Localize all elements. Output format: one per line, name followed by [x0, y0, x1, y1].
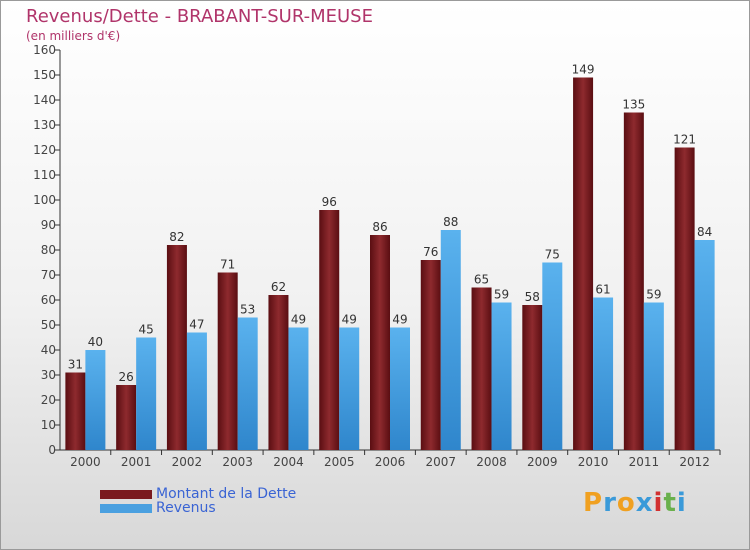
legend-revenus-label: Revenus — [156, 500, 216, 516]
bar-debt — [522, 305, 543, 450]
legend-revenus-swatch — [100, 503, 152, 513]
bar-revenus — [237, 317, 258, 450]
value-label-revenus: 45 — [139, 323, 154, 337]
value-label-debt: 26 — [119, 370, 134, 384]
bar-revenus — [136, 337, 157, 450]
logo-letter: i — [653, 488, 664, 518]
legend-debt-swatch — [100, 489, 152, 499]
value-label-revenus: 84 — [697, 225, 712, 239]
chart-title: Revenus/Dette - BRABANT-SUR-MEUSE — [26, 6, 373, 27]
bar-debt — [573, 77, 594, 450]
x-tick-label: 2009 — [527, 455, 558, 469]
y-tick-label: 120 — [33, 143, 56, 157]
value-label-debt: 86 — [372, 220, 387, 234]
x-tick-label: 2006 — [375, 455, 406, 469]
y-tick-label: 110 — [33, 168, 56, 182]
y-tick-label: 80 — [41, 243, 56, 257]
value-label-revenus: 53 — [240, 303, 255, 317]
x-tick-label: 2000 — [70, 455, 101, 469]
y-tick-label: 140 — [33, 93, 56, 107]
value-label-revenus: 49 — [291, 313, 306, 327]
bar-revenus — [440, 230, 461, 450]
value-label-debt: 62 — [271, 280, 286, 294]
logo-letter: o — [616, 488, 636, 518]
y-tick-label: 150 — [33, 68, 56, 82]
value-label-debt: 71 — [220, 258, 235, 272]
x-tick-label: 2001 — [121, 455, 152, 469]
legend-debt-label: Montant de la Dette — [156, 486, 297, 502]
x-tick-label: 2004 — [273, 455, 304, 469]
value-label-debt: 96 — [322, 195, 337, 209]
bar-revenus — [593, 297, 614, 450]
bar-debt — [268, 295, 289, 450]
bar-debt — [65, 372, 86, 450]
chart-subtitle: (en milliers d'€) — [26, 29, 121, 43]
x-tick-label: 2010 — [578, 455, 609, 469]
value-label-revenus: 49 — [392, 313, 407, 327]
value-label-revenus: 75 — [545, 248, 560, 262]
y-tick-label: 70 — [41, 268, 56, 282]
y-tick-label: 50 — [41, 318, 56, 332]
logo-letter: r — [603, 488, 617, 518]
bar-debt — [674, 147, 695, 450]
y-tick-label: 130 — [33, 118, 56, 132]
value-label-debt: 121 — [673, 133, 696, 147]
value-label-revenus: 61 — [595, 283, 610, 297]
y-tick-label: 10 — [41, 418, 56, 432]
x-tick-label: 2008 — [476, 455, 507, 469]
value-label-revenus: 59 — [494, 288, 509, 302]
value-label-revenus: 47 — [189, 318, 204, 332]
bar-revenus — [85, 350, 106, 450]
x-tick-label: 2005 — [324, 455, 355, 469]
value-label-revenus: 88 — [443, 215, 458, 229]
value-label-debt: 31 — [68, 358, 83, 372]
value-label-debt: 58 — [525, 290, 540, 304]
bar-revenus — [186, 332, 207, 450]
y-tick-label: 60 — [41, 293, 56, 307]
x-tick-label: 2007 — [425, 455, 456, 469]
logo-letter: P — [583, 488, 604, 518]
bar-debt — [217, 272, 238, 450]
bar-revenus — [390, 327, 410, 450]
bar-revenus — [694, 240, 715, 450]
logo-letter: i — [676, 488, 687, 518]
value-label-debt: 149 — [572, 63, 595, 77]
x-tick-label: 2011 — [629, 455, 660, 469]
bar-debt — [623, 112, 644, 450]
y-tick-label: 160 — [33, 43, 56, 57]
bar-revenus — [491, 302, 512, 450]
value-label-debt: 135 — [622, 98, 645, 112]
value-label-debt: 65 — [474, 273, 489, 287]
logo-letter: x — [635, 488, 654, 518]
logo-letter: t — [663, 488, 677, 518]
y-tick-label: 40 — [41, 343, 56, 357]
bar-debt — [319, 210, 340, 450]
value-label-revenus: 49 — [342, 313, 357, 327]
y-tick-label: 0 — [48, 443, 56, 457]
legend-revenus: Revenus — [100, 500, 216, 516]
y-tick-label: 30 — [41, 368, 56, 382]
y-tick-label: 90 — [41, 218, 56, 232]
bar-revenus — [288, 327, 309, 450]
bar-debt — [420, 260, 441, 450]
bar-debt — [166, 245, 187, 450]
bar-debt — [370, 235, 390, 450]
bar-debt — [471, 287, 492, 450]
value-label-debt: 76 — [423, 245, 438, 259]
legend-debt: Montant de la Dette — [100, 486, 296, 502]
bar-revenus — [542, 262, 563, 450]
value-label-debt: 82 — [169, 230, 184, 244]
x-tick-label: 2012 — [679, 455, 710, 469]
value-label-revenus: 40 — [88, 335, 103, 349]
proxiti-logo: Proxiti — [583, 488, 687, 518]
bar-revenus — [339, 327, 360, 450]
y-tick-label: 100 — [33, 193, 56, 207]
bar-debt — [116, 385, 137, 450]
bar-revenus — [643, 302, 664, 450]
value-label-revenus: 59 — [646, 288, 661, 302]
x-tick-label: 2002 — [172, 455, 203, 469]
x-tick-label: 2003 — [222, 455, 253, 469]
y-tick-label: 20 — [41, 393, 56, 407]
